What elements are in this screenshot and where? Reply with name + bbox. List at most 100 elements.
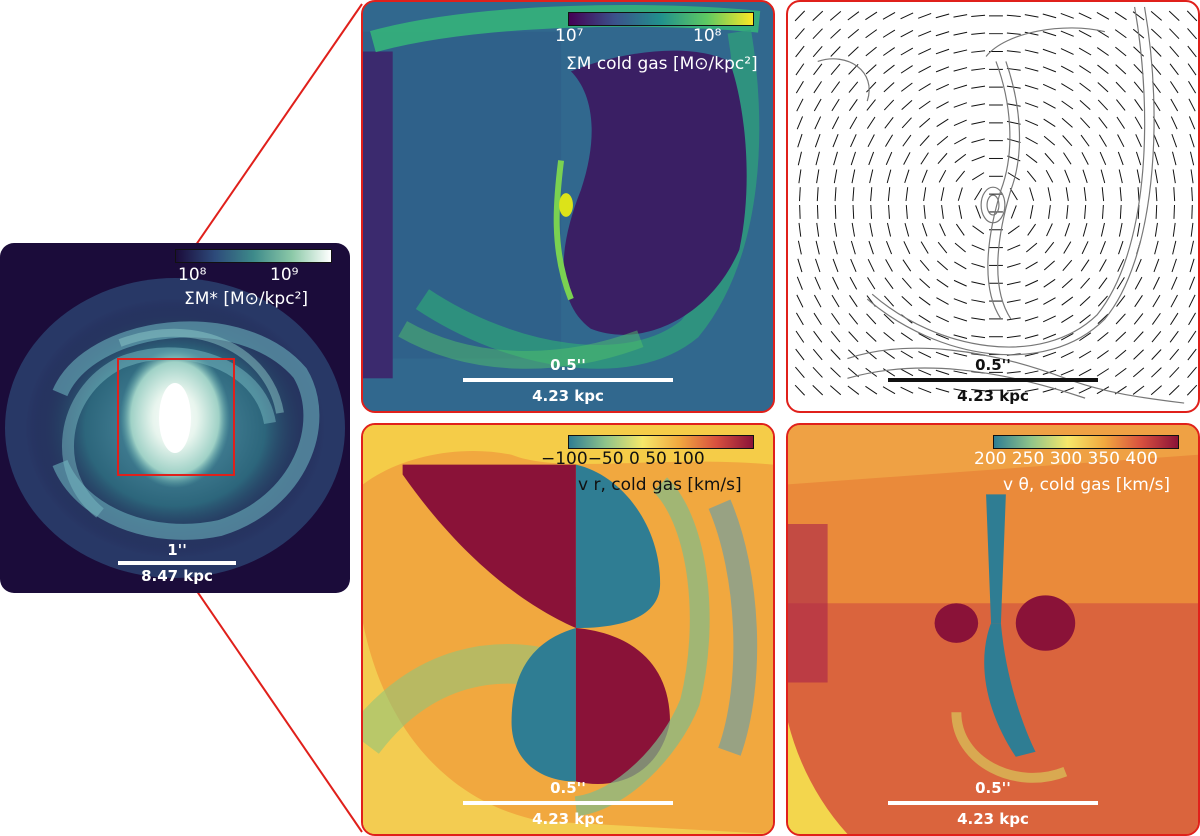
velocity-arrow [1133, 63, 1144, 75]
velocity-arrow [937, 152, 948, 165]
velocity-arrow [936, 278, 949, 288]
velocity-arrow [918, 369, 932, 376]
velocity-arrow [1006, 335, 1021, 339]
velocity-arrow [1190, 169, 1194, 184]
velocity-arrow [1044, 152, 1055, 165]
velocity-arrow [1115, 331, 1127, 342]
velocity-arrow [866, 313, 877, 325]
velocity-arrow [1045, 169, 1054, 183]
radial-velocity-scale-distance: 4.23 kpc [532, 810, 604, 828]
velocity-arrow [830, 63, 841, 75]
velocity-arrow [1188, 312, 1196, 326]
velocity-arrow [1118, 222, 1123, 237]
velocity-arrow [830, 367, 841, 378]
velocity-arrow [1097, 99, 1109, 111]
velocity-arrow [1117, 258, 1125, 272]
velocity-arrow [1063, 152, 1072, 165]
velocity-arrow [884, 117, 894, 129]
velocity-arrow [955, 170, 966, 183]
radial-velocity-colorbar [568, 435, 754, 449]
velocity-arrow [813, 63, 823, 76]
velocity-arrow [1170, 98, 1179, 112]
velocity-arrow [1186, 384, 1198, 396]
velocity-arrow [900, 12, 914, 20]
velocity-arrow [867, 258, 875, 272]
velocity-arrow [850, 258, 857, 272]
velocity-arrow [1060, 332, 1074, 341]
velocity-arrow [1024, 84, 1039, 90]
velocity-arrow [847, 11, 860, 21]
velocity-arrow [815, 151, 820, 166]
velocity-arrow [936, 135, 949, 146]
velocity-arrow [833, 222, 838, 237]
velocity-arrow [830, 331, 841, 343]
velocity-arrow [935, 31, 950, 37]
velocity-arrow [1080, 259, 1090, 272]
velocity-arrow [1082, 222, 1088, 237]
cold-gas-scale-bar [463, 378, 673, 382]
velocity-arrow [1043, 260, 1055, 271]
velocity-arrow [1084, 204, 1087, 219]
velocity-arrow [1173, 187, 1176, 202]
velocity-arrow [1152, 276, 1160, 290]
overview-scale-distance: 8.47 kpc [141, 567, 213, 585]
velocity-arrow [1172, 222, 1176, 237]
overview-colorbar [175, 249, 332, 263]
velocity-arrow [1187, 45, 1197, 58]
velocity-arrow [887, 187, 891, 202]
velocity-arrow [795, 80, 804, 94]
velocity-arrow [958, 205, 963, 219]
velocity-arrow [975, 205, 982, 219]
velocity-arrow [1043, 278, 1056, 288]
velocity-arrow [905, 187, 909, 202]
velocity-arrow [918, 100, 931, 110]
velocity-arrow [971, 262, 985, 268]
velocity-arrow [900, 30, 914, 38]
velocity-arrow [1154, 169, 1159, 184]
velocity-arrow [900, 350, 914, 359]
velocity-arrow [1187, 63, 1197, 76]
cold-gas-cbar-tick-high: 10⁸ [693, 26, 722, 46]
velocity-arrow [919, 135, 930, 147]
velocity-arrow [904, 222, 910, 237]
velocity-arrow [812, 348, 823, 361]
cold-gas-density-panel: 10⁷ 10⁸ ΣM cold gas [M⊙/kpc²] 0.5'' 4.23… [361, 0, 775, 413]
rotational-velocity-colorbar [993, 435, 1179, 449]
velocity-arrow [953, 14, 968, 18]
velocity-arrow [865, 29, 878, 39]
velocity-arrow [1006, 371, 1021, 374]
velocity-arrow [1097, 295, 1108, 307]
velocity-arrow [1064, 223, 1071, 237]
velocity-arrow [1025, 242, 1038, 253]
velocity-arrow [834, 204, 837, 219]
velocity-arrow [1114, 11, 1127, 21]
radial-velocity-panel: −100−50 0 50 100 v r, cold gas [km/s] 0.… [361, 423, 775, 836]
velocity-arrow [919, 117, 931, 128]
velocity-arrow [1136, 222, 1141, 237]
rotational-velocity-cbar-ticks: 200 250 300 350 400 [974, 449, 1158, 469]
velocity-arrow [1151, 331, 1162, 343]
velocity-arrow [901, 117, 912, 129]
velocity-arrow [865, 385, 878, 395]
velocity-arrow [870, 187, 873, 202]
velocity-arrow [936, 118, 949, 128]
velocity-arrow [1006, 138, 1021, 143]
overview-scale-angle: 1'' [167, 541, 187, 559]
velocity-arrow [1006, 281, 1021, 286]
velocity-arrow [1169, 366, 1180, 378]
velocity-arrow [935, 333, 950, 340]
velocity-arrow [831, 98, 840, 112]
velocity-arrow [795, 312, 804, 326]
velocity-arrow [1097, 313, 1109, 325]
radial-velocity-image [363, 425, 773, 834]
velocity-arrow [1079, 332, 1092, 342]
velocity-arrow [1024, 298, 1039, 304]
overview-scale-bar [118, 561, 236, 565]
stellar-density-overview-panel: 10⁸ 10⁹ ΣM* [M⊙/kpc²] 1'' 8.47 kpc [0, 243, 350, 593]
velocity-arrow [1115, 81, 1126, 93]
rotational-velocity-scale-distance: 4.23 kpc [957, 810, 1029, 828]
velocity-arrow [1097, 64, 1109, 75]
velocity-arrow [953, 298, 967, 304]
velocity-arrow [1060, 12, 1074, 19]
velocity-arrow [1025, 153, 1038, 164]
